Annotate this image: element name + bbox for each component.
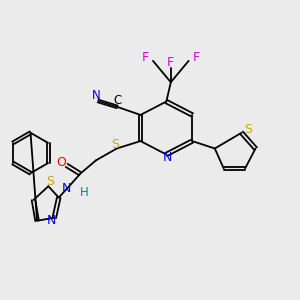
Text: N: N (92, 88, 101, 101)
Text: S: S (244, 123, 252, 136)
Text: F: F (142, 51, 149, 64)
Text: F: F (193, 51, 200, 64)
Text: H: H (80, 186, 89, 199)
Text: C: C (114, 94, 122, 107)
Text: S: S (46, 175, 54, 188)
Text: N: N (47, 214, 57, 227)
Text: S: S (112, 138, 119, 151)
Text: N: N (61, 182, 71, 195)
Text: O: O (56, 156, 66, 169)
Text: N: N (163, 151, 172, 164)
Text: F: F (167, 56, 174, 69)
